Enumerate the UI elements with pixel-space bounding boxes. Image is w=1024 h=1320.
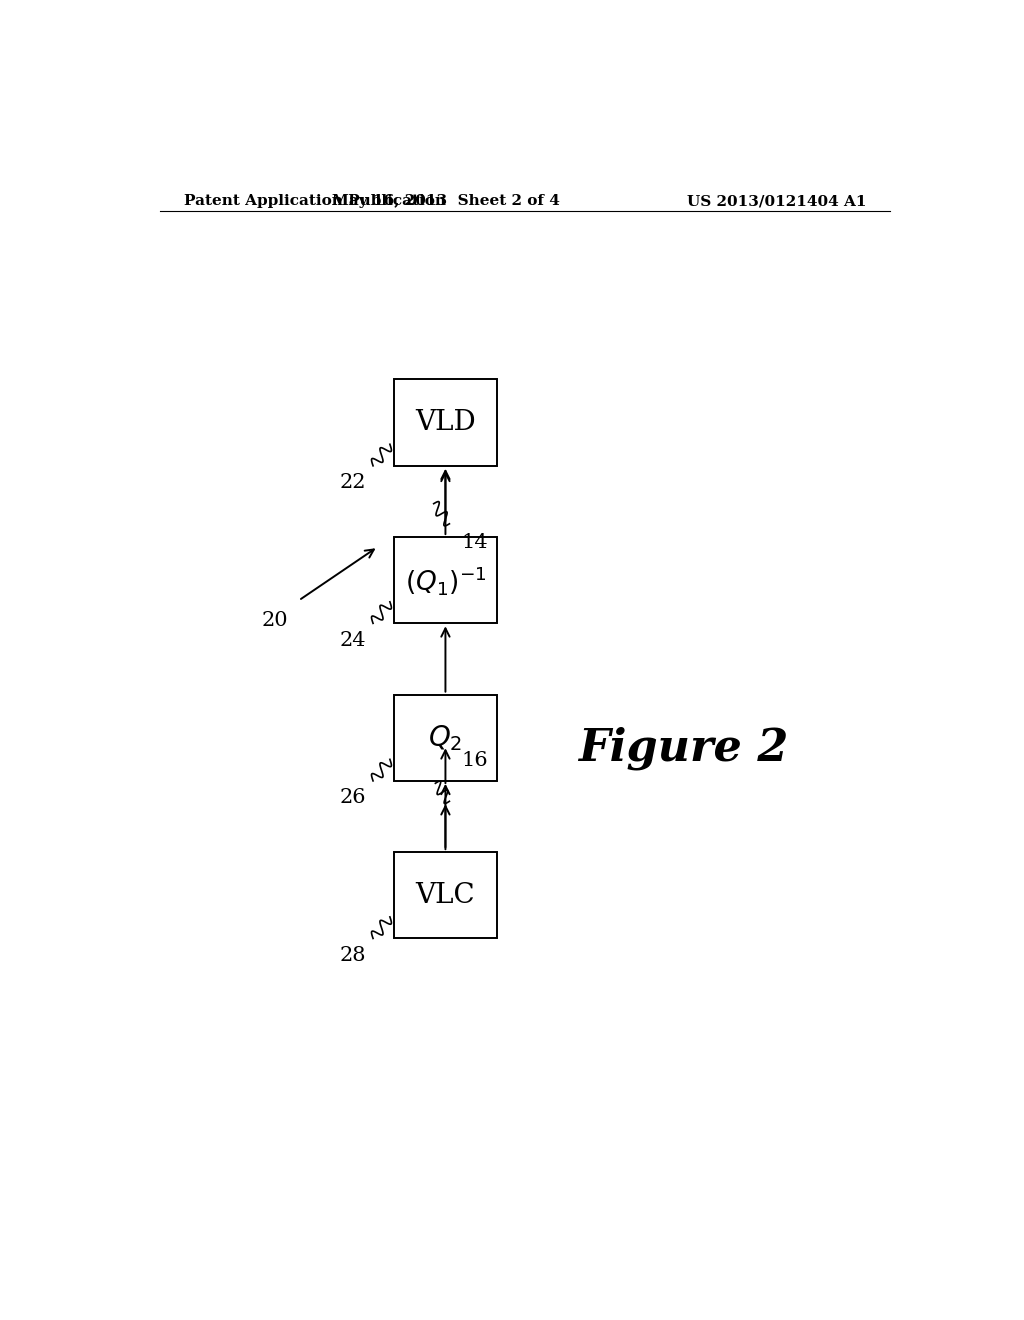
Text: 16: 16 bbox=[462, 751, 488, 770]
FancyBboxPatch shape bbox=[394, 379, 497, 466]
Text: US 2013/0121404 A1: US 2013/0121404 A1 bbox=[686, 194, 866, 209]
Text: 20: 20 bbox=[261, 611, 288, 631]
Text: VLC: VLC bbox=[416, 882, 475, 908]
Text: May 16, 2013  Sheet 2 of 4: May 16, 2013 Sheet 2 of 4 bbox=[332, 194, 559, 209]
Text: $(Q_1)^{-1}$: $(Q_1)^{-1}$ bbox=[404, 564, 486, 597]
Text: 24: 24 bbox=[340, 631, 367, 649]
Text: 28: 28 bbox=[340, 946, 367, 965]
Text: VLD: VLD bbox=[415, 409, 476, 436]
Text: 22: 22 bbox=[340, 474, 367, 492]
FancyBboxPatch shape bbox=[394, 853, 497, 939]
Text: 26: 26 bbox=[340, 788, 367, 808]
FancyBboxPatch shape bbox=[394, 537, 497, 623]
FancyBboxPatch shape bbox=[394, 694, 497, 781]
Text: Figure 2: Figure 2 bbox=[579, 726, 788, 770]
Text: $Q_2$: $Q_2$ bbox=[428, 723, 463, 752]
Text: Patent Application Publication: Patent Application Publication bbox=[183, 194, 445, 209]
Text: 14: 14 bbox=[462, 532, 488, 552]
